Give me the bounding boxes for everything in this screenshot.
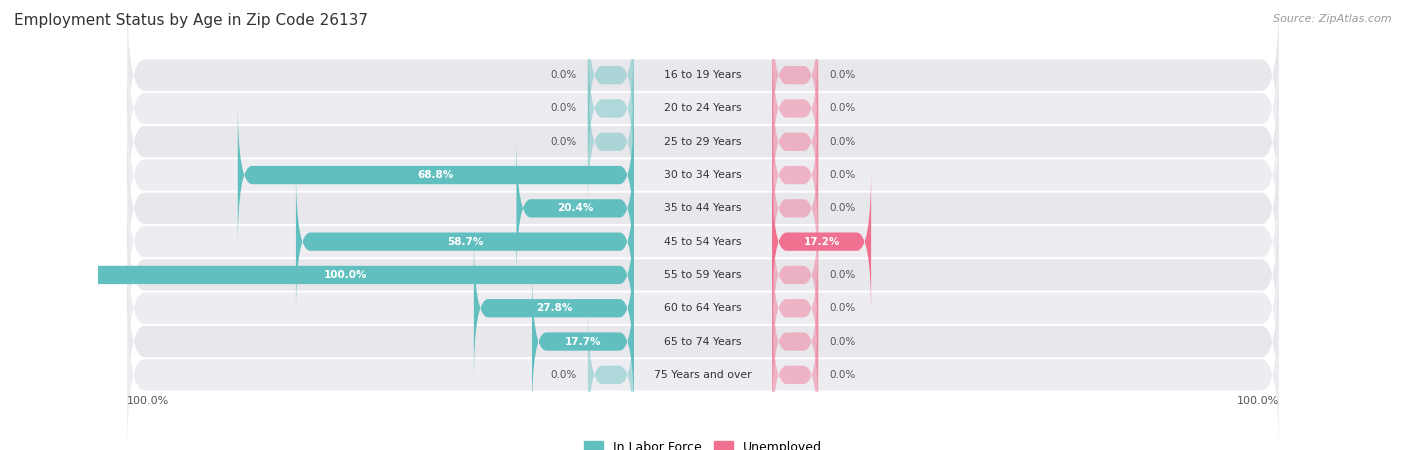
FancyBboxPatch shape	[772, 1, 818, 149]
Text: 0.0%: 0.0%	[550, 70, 576, 80]
Text: 17.2%: 17.2%	[803, 237, 839, 247]
Text: 0.0%: 0.0%	[830, 137, 856, 147]
Text: 58.7%: 58.7%	[447, 237, 484, 247]
Text: 20.4%: 20.4%	[557, 203, 593, 213]
Text: 0.0%: 0.0%	[550, 370, 576, 380]
Text: 75 Years and over: 75 Years and over	[654, 370, 752, 380]
Text: 25 to 29 Years: 25 to 29 Years	[664, 137, 742, 147]
FancyBboxPatch shape	[238, 101, 634, 249]
FancyBboxPatch shape	[772, 101, 818, 249]
FancyBboxPatch shape	[127, 58, 1279, 226]
FancyBboxPatch shape	[127, 224, 1279, 392]
FancyBboxPatch shape	[588, 68, 634, 216]
FancyBboxPatch shape	[295, 167, 634, 316]
FancyBboxPatch shape	[127, 291, 1279, 450]
Text: 0.0%: 0.0%	[830, 270, 856, 280]
FancyBboxPatch shape	[127, 158, 1279, 326]
FancyBboxPatch shape	[772, 234, 818, 382]
Text: 35 to 44 Years: 35 to 44 Years	[664, 203, 742, 213]
FancyBboxPatch shape	[588, 301, 634, 449]
FancyBboxPatch shape	[127, 91, 1279, 259]
FancyBboxPatch shape	[127, 0, 1279, 159]
Text: 55 to 59 Years: 55 to 59 Years	[664, 270, 742, 280]
FancyBboxPatch shape	[588, 1, 634, 149]
FancyBboxPatch shape	[127, 257, 1279, 426]
Text: 68.8%: 68.8%	[418, 170, 454, 180]
Text: 0.0%: 0.0%	[830, 303, 856, 313]
FancyBboxPatch shape	[127, 191, 1279, 359]
FancyBboxPatch shape	[588, 34, 634, 183]
FancyBboxPatch shape	[127, 124, 1279, 292]
Text: 100.0%: 100.0%	[127, 396, 170, 406]
Text: 0.0%: 0.0%	[830, 337, 856, 347]
Text: 30 to 34 Years: 30 to 34 Years	[664, 170, 742, 180]
Text: 60 to 64 Years: 60 to 64 Years	[664, 303, 742, 313]
FancyBboxPatch shape	[772, 34, 818, 183]
Text: 16 to 19 Years: 16 to 19 Years	[664, 70, 742, 80]
Text: 45 to 54 Years: 45 to 54 Years	[664, 237, 742, 247]
FancyBboxPatch shape	[772, 68, 818, 216]
FancyBboxPatch shape	[772, 267, 818, 416]
Text: 0.0%: 0.0%	[550, 137, 576, 147]
Text: Employment Status by Age in Zip Code 26137: Employment Status by Age in Zip Code 261…	[14, 14, 368, 28]
Text: 20 to 24 Years: 20 to 24 Years	[664, 104, 742, 113]
Text: 0.0%: 0.0%	[550, 104, 576, 113]
Text: 0.0%: 0.0%	[830, 104, 856, 113]
FancyBboxPatch shape	[58, 201, 634, 349]
FancyBboxPatch shape	[772, 167, 872, 316]
FancyBboxPatch shape	[516, 134, 634, 283]
Text: 17.7%: 17.7%	[565, 337, 602, 347]
FancyBboxPatch shape	[531, 267, 634, 416]
FancyBboxPatch shape	[127, 24, 1279, 193]
FancyBboxPatch shape	[474, 234, 634, 382]
Text: Source: ZipAtlas.com: Source: ZipAtlas.com	[1274, 14, 1392, 23]
Text: 27.8%: 27.8%	[536, 303, 572, 313]
FancyBboxPatch shape	[772, 201, 818, 349]
FancyBboxPatch shape	[772, 301, 818, 449]
FancyBboxPatch shape	[772, 134, 818, 283]
Text: 100.0%: 100.0%	[1236, 396, 1279, 406]
Text: 0.0%: 0.0%	[830, 203, 856, 213]
Legend: In Labor Force, Unemployed: In Labor Force, Unemployed	[579, 436, 827, 450]
Text: 100.0%: 100.0%	[325, 270, 368, 280]
Text: 65 to 74 Years: 65 to 74 Years	[664, 337, 742, 347]
Text: 0.0%: 0.0%	[830, 170, 856, 180]
Text: 0.0%: 0.0%	[830, 370, 856, 380]
Text: 0.0%: 0.0%	[830, 70, 856, 80]
